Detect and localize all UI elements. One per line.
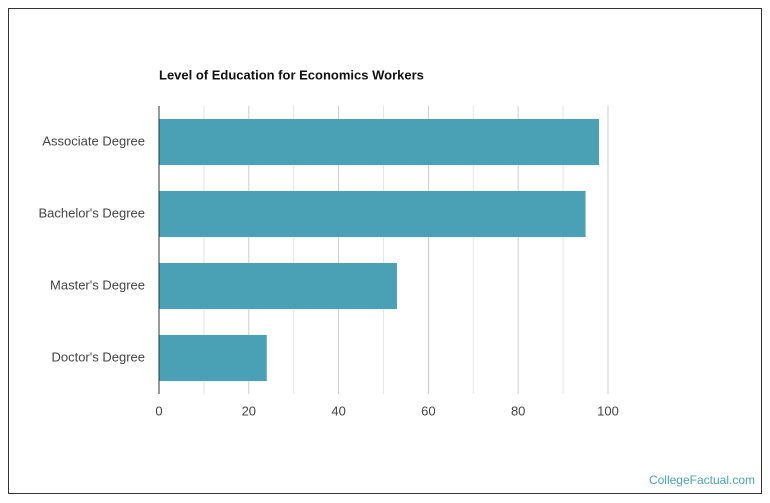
x-tick-label: 20	[242, 403, 256, 418]
y-tick-label: Associate Degree	[42, 133, 145, 148]
bar	[159, 190, 586, 238]
bar	[159, 262, 397, 310]
x-tick-label: 80	[511, 403, 525, 418]
x-tick-label: 60	[421, 403, 435, 418]
bar	[159, 334, 267, 382]
y-tick-label: Master's Degree	[50, 277, 145, 292]
source[interactable]: CollegeFactual.com	[649, 473, 755, 487]
bar	[159, 118, 600, 166]
chart-title: Level of Education for Economics Workers	[159, 67, 424, 82]
x-tick-label: 40	[331, 403, 345, 418]
x-tick-label: 100	[597, 403, 619, 418]
y-tick-label: Doctor's Degree	[51, 349, 145, 364]
frame	[8, 8, 762, 494]
x-tick-label: 0	[155, 403, 162, 418]
y-tick-label: Bachelor's Degree	[38, 205, 145, 220]
